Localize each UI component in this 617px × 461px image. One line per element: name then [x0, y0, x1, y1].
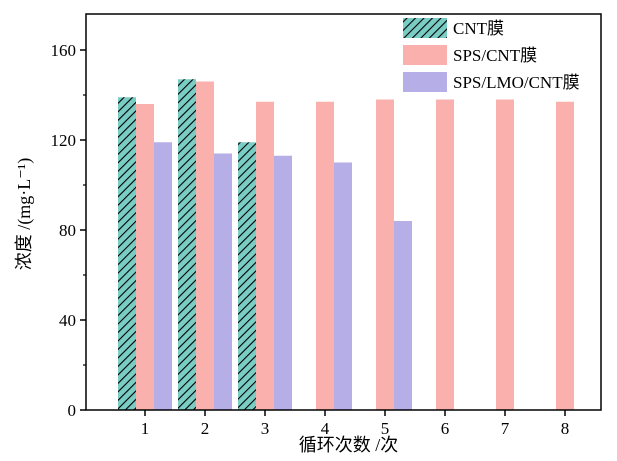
legend-label-3: SPS/LMO/CNT膜 — [453, 73, 580, 92]
bar-3-1 — [154, 142, 172, 410]
x-tick-label-4: 4 — [321, 419, 330, 438]
y-tick-label-120: 120 — [51, 131, 77, 150]
x-tick-label-6: 6 — [441, 419, 450, 438]
bar-1-2 — [178, 79, 196, 410]
legend: CNT膜 SPS/CNT膜 SPS/LMO/CNT膜 — [403, 18, 580, 92]
bar-2-8 — [556, 101, 574, 410]
x-tick-label-5: 5 — [381, 419, 390, 438]
bar-3-3 — [274, 155, 292, 410]
x-tick-label-2: 2 — [201, 419, 210, 438]
x-tick-label-1: 1 — [141, 419, 150, 438]
bar-3-5 — [394, 221, 412, 410]
bar-2-3 — [256, 101, 274, 410]
bar-2-4 — [316, 101, 334, 410]
y-tick-label-160: 160 — [51, 41, 77, 60]
plot-frame — [85, 13, 602, 411]
legend-swatch-3 — [403, 72, 447, 92]
bar-1-3 — [238, 142, 256, 410]
bar-2-6 — [436, 99, 454, 410]
x-tick-label-7: 7 — [501, 419, 510, 438]
legend-label-1: CNT膜 — [453, 19, 504, 38]
axes-layer: 0 40 80 120 160 1 2 3 4 5 6 7 8 循环次数 /次 浓度 /(mg·L⁻¹) — [14, 13, 602, 455]
y-tick-label-80: 80 — [59, 221, 76, 240]
legend-swatch-2 — [403, 45, 447, 65]
bar-2-5 — [376, 99, 394, 410]
legend-label-2: SPS/CNT膜 — [453, 46, 537, 65]
x-tick-label-3: 3 — [261, 419, 270, 438]
bar-1-1 — [118, 97, 136, 410]
bar-3-4 — [334, 162, 352, 410]
bar-3-2 — [214, 153, 232, 410]
y-tick-label-0: 0 — [68, 401, 77, 420]
bar-2-2 — [196, 81, 214, 410]
y-tick-label-40: 40 — [59, 311, 76, 330]
legend-swatch-1 — [403, 18, 447, 38]
bars-layer — [118, 79, 574, 410]
bar-2-7 — [496, 99, 514, 410]
y-axis-label: 浓度 /(mg·L⁻¹) — [14, 158, 35, 270]
x-tick-label-8: 8 — [561, 419, 570, 438]
x-axis-label: 循环次数 /次 — [299, 435, 399, 455]
bar-2-1 — [136, 104, 154, 410]
